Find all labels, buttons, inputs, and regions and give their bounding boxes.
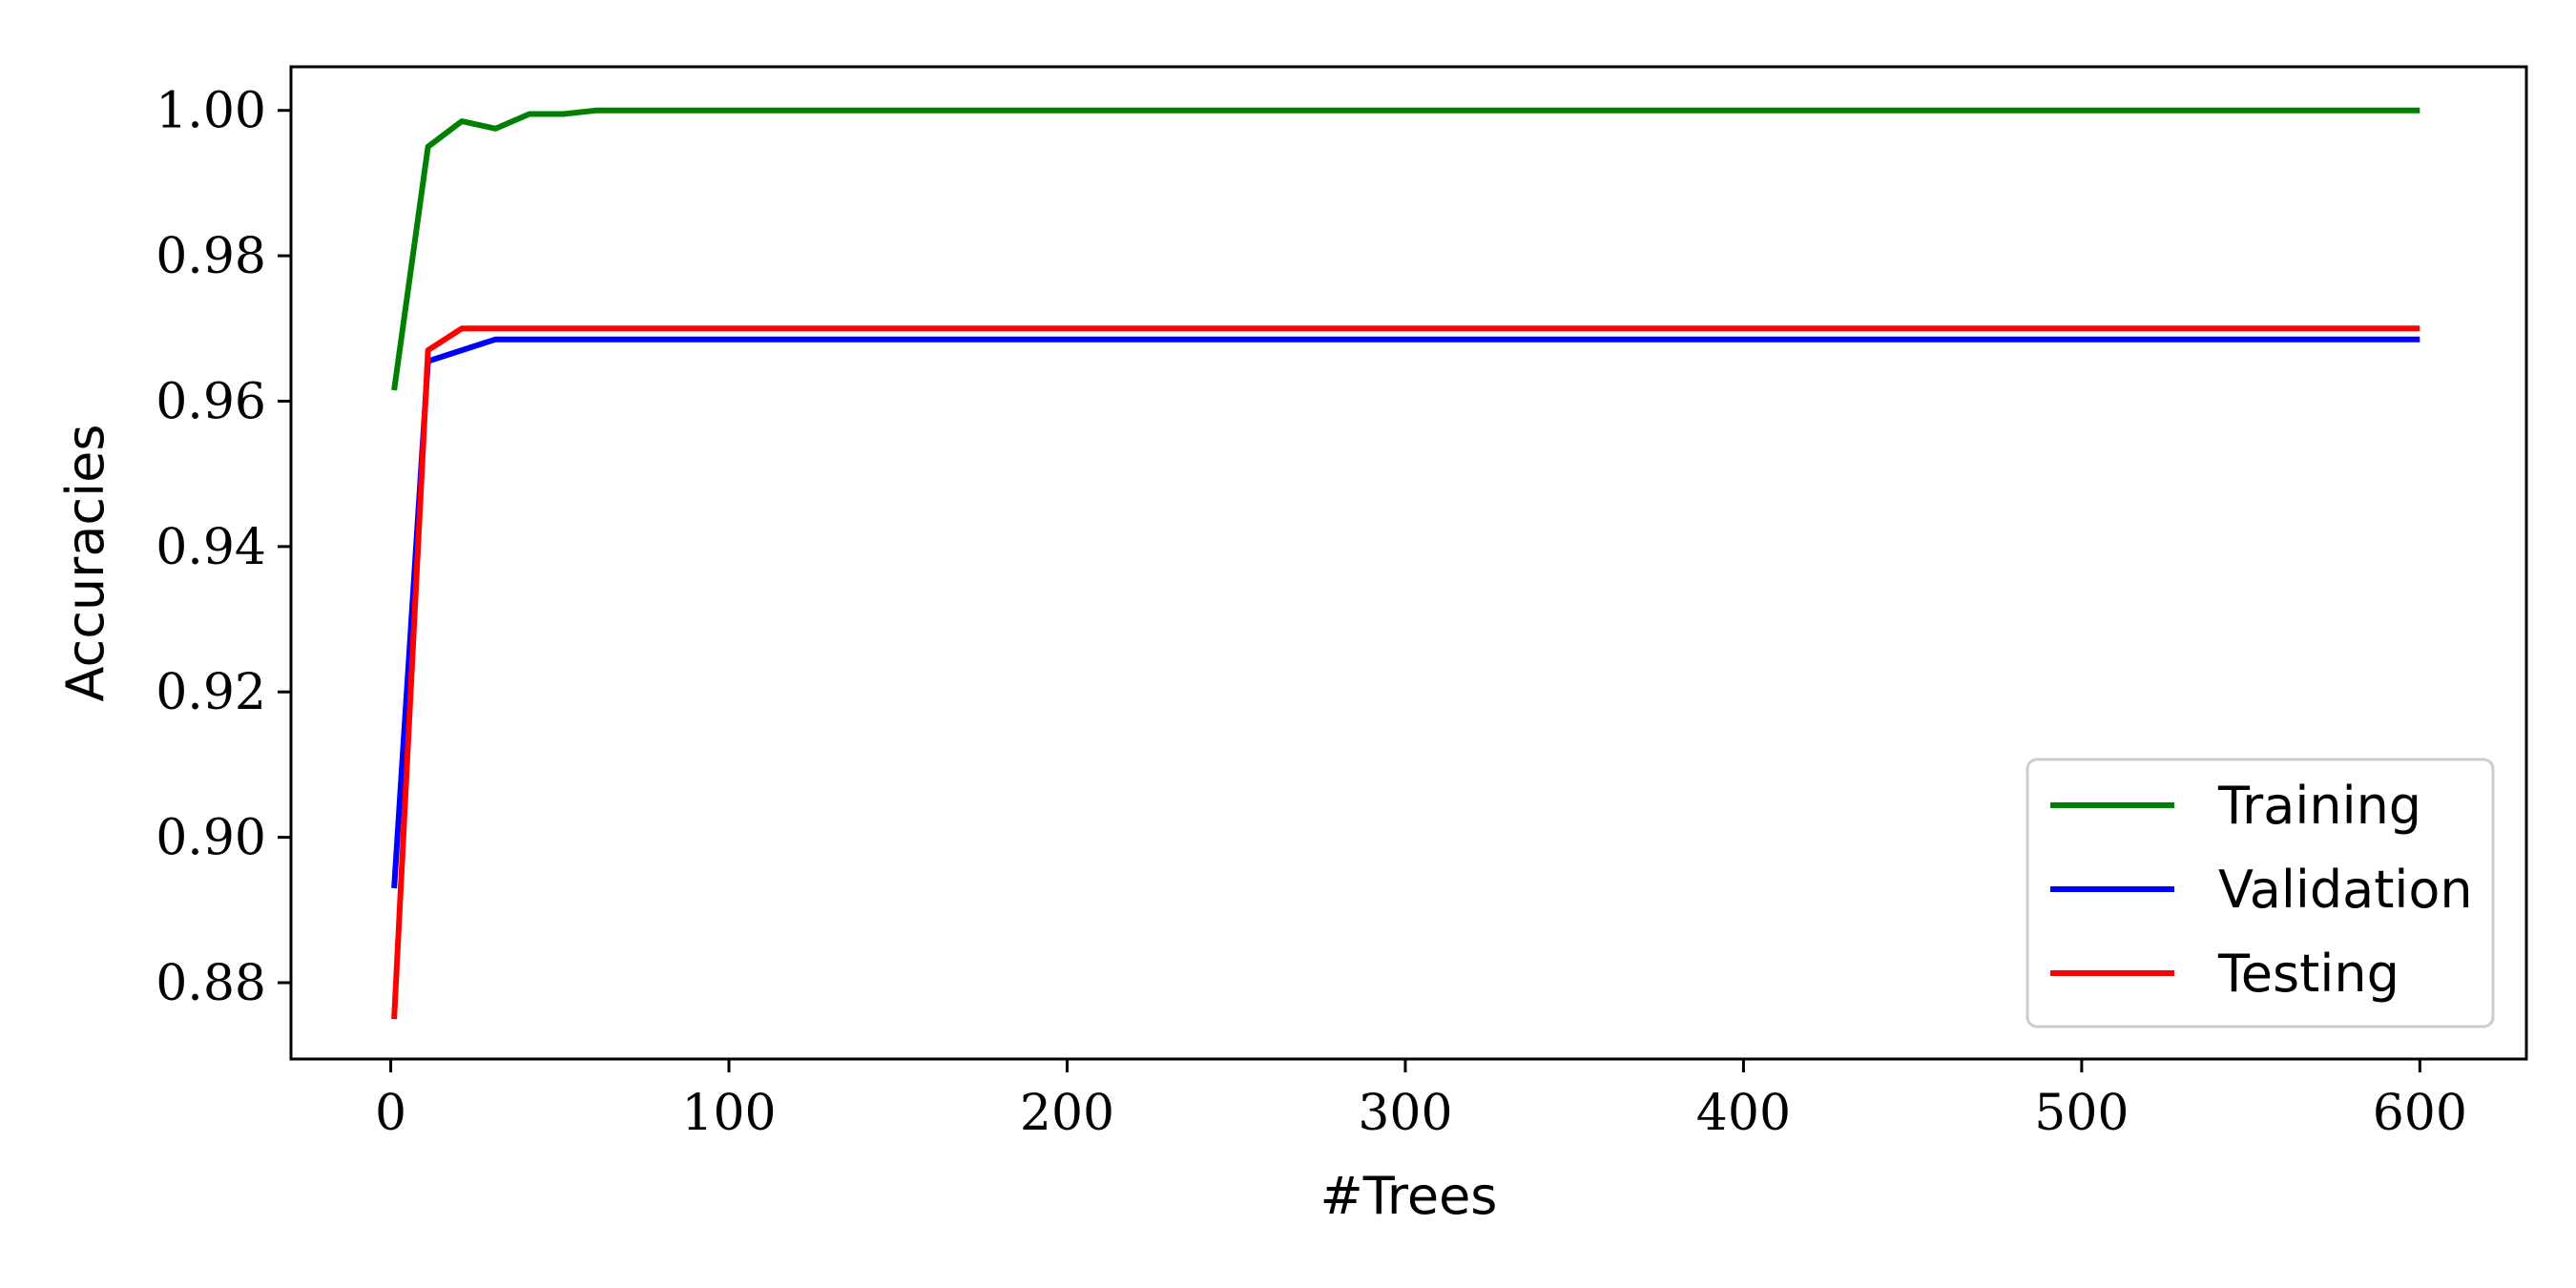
x-tick-label: 200 — [1020, 1085, 1114, 1142]
y-tick-label: 0.88 — [156, 955, 266, 1012]
legend-box — [2025, 758, 2495, 1028]
y-tick-label: 0.92 — [156, 664, 266, 721]
y-tick-label: 0.96 — [156, 373, 266, 430]
series-line-training — [391, 107, 2420, 391]
x-tick-label: 600 — [2373, 1085, 2467, 1142]
legend-label-training: Training — [2217, 776, 2421, 836]
axes-frame — [289, 65, 2528, 1061]
x-axis-label: #Trees — [1320, 1166, 1498, 1226]
y-tick-label: 0.98 — [156, 228, 266, 285]
series-line-testing — [391, 325, 2420, 1020]
series-layer — [391, 107, 2420, 1020]
legend-label-validation: Validation — [2218, 860, 2473, 920]
x-tick-label: 400 — [1696, 1085, 1791, 1142]
y-axis-label: Accuracies — [55, 425, 115, 702]
x-axis: 0 100 200 300 400 500 600 — [375, 1059, 2467, 1142]
y-tick-label: 0.90 — [156, 810, 266, 867]
legend: Training Validation Testing — [2025, 758, 2495, 1028]
y-tick-label: 0.94 — [156, 519, 266, 576]
legend-label-testing: Testing — [2217, 944, 2399, 1004]
y-tick-label: 1.00 — [156, 83, 266, 140]
x-tick-label: 500 — [2034, 1085, 2129, 1142]
y-axis: 0.88 0.90 0.92 0.94 0.96 0.98 1.00 — [156, 83, 291, 1012]
x-tick-label: 300 — [1358, 1085, 1452, 1142]
x-tick-label: 0 — [375, 1085, 406, 1142]
x-tick-label: 100 — [681, 1085, 776, 1142]
